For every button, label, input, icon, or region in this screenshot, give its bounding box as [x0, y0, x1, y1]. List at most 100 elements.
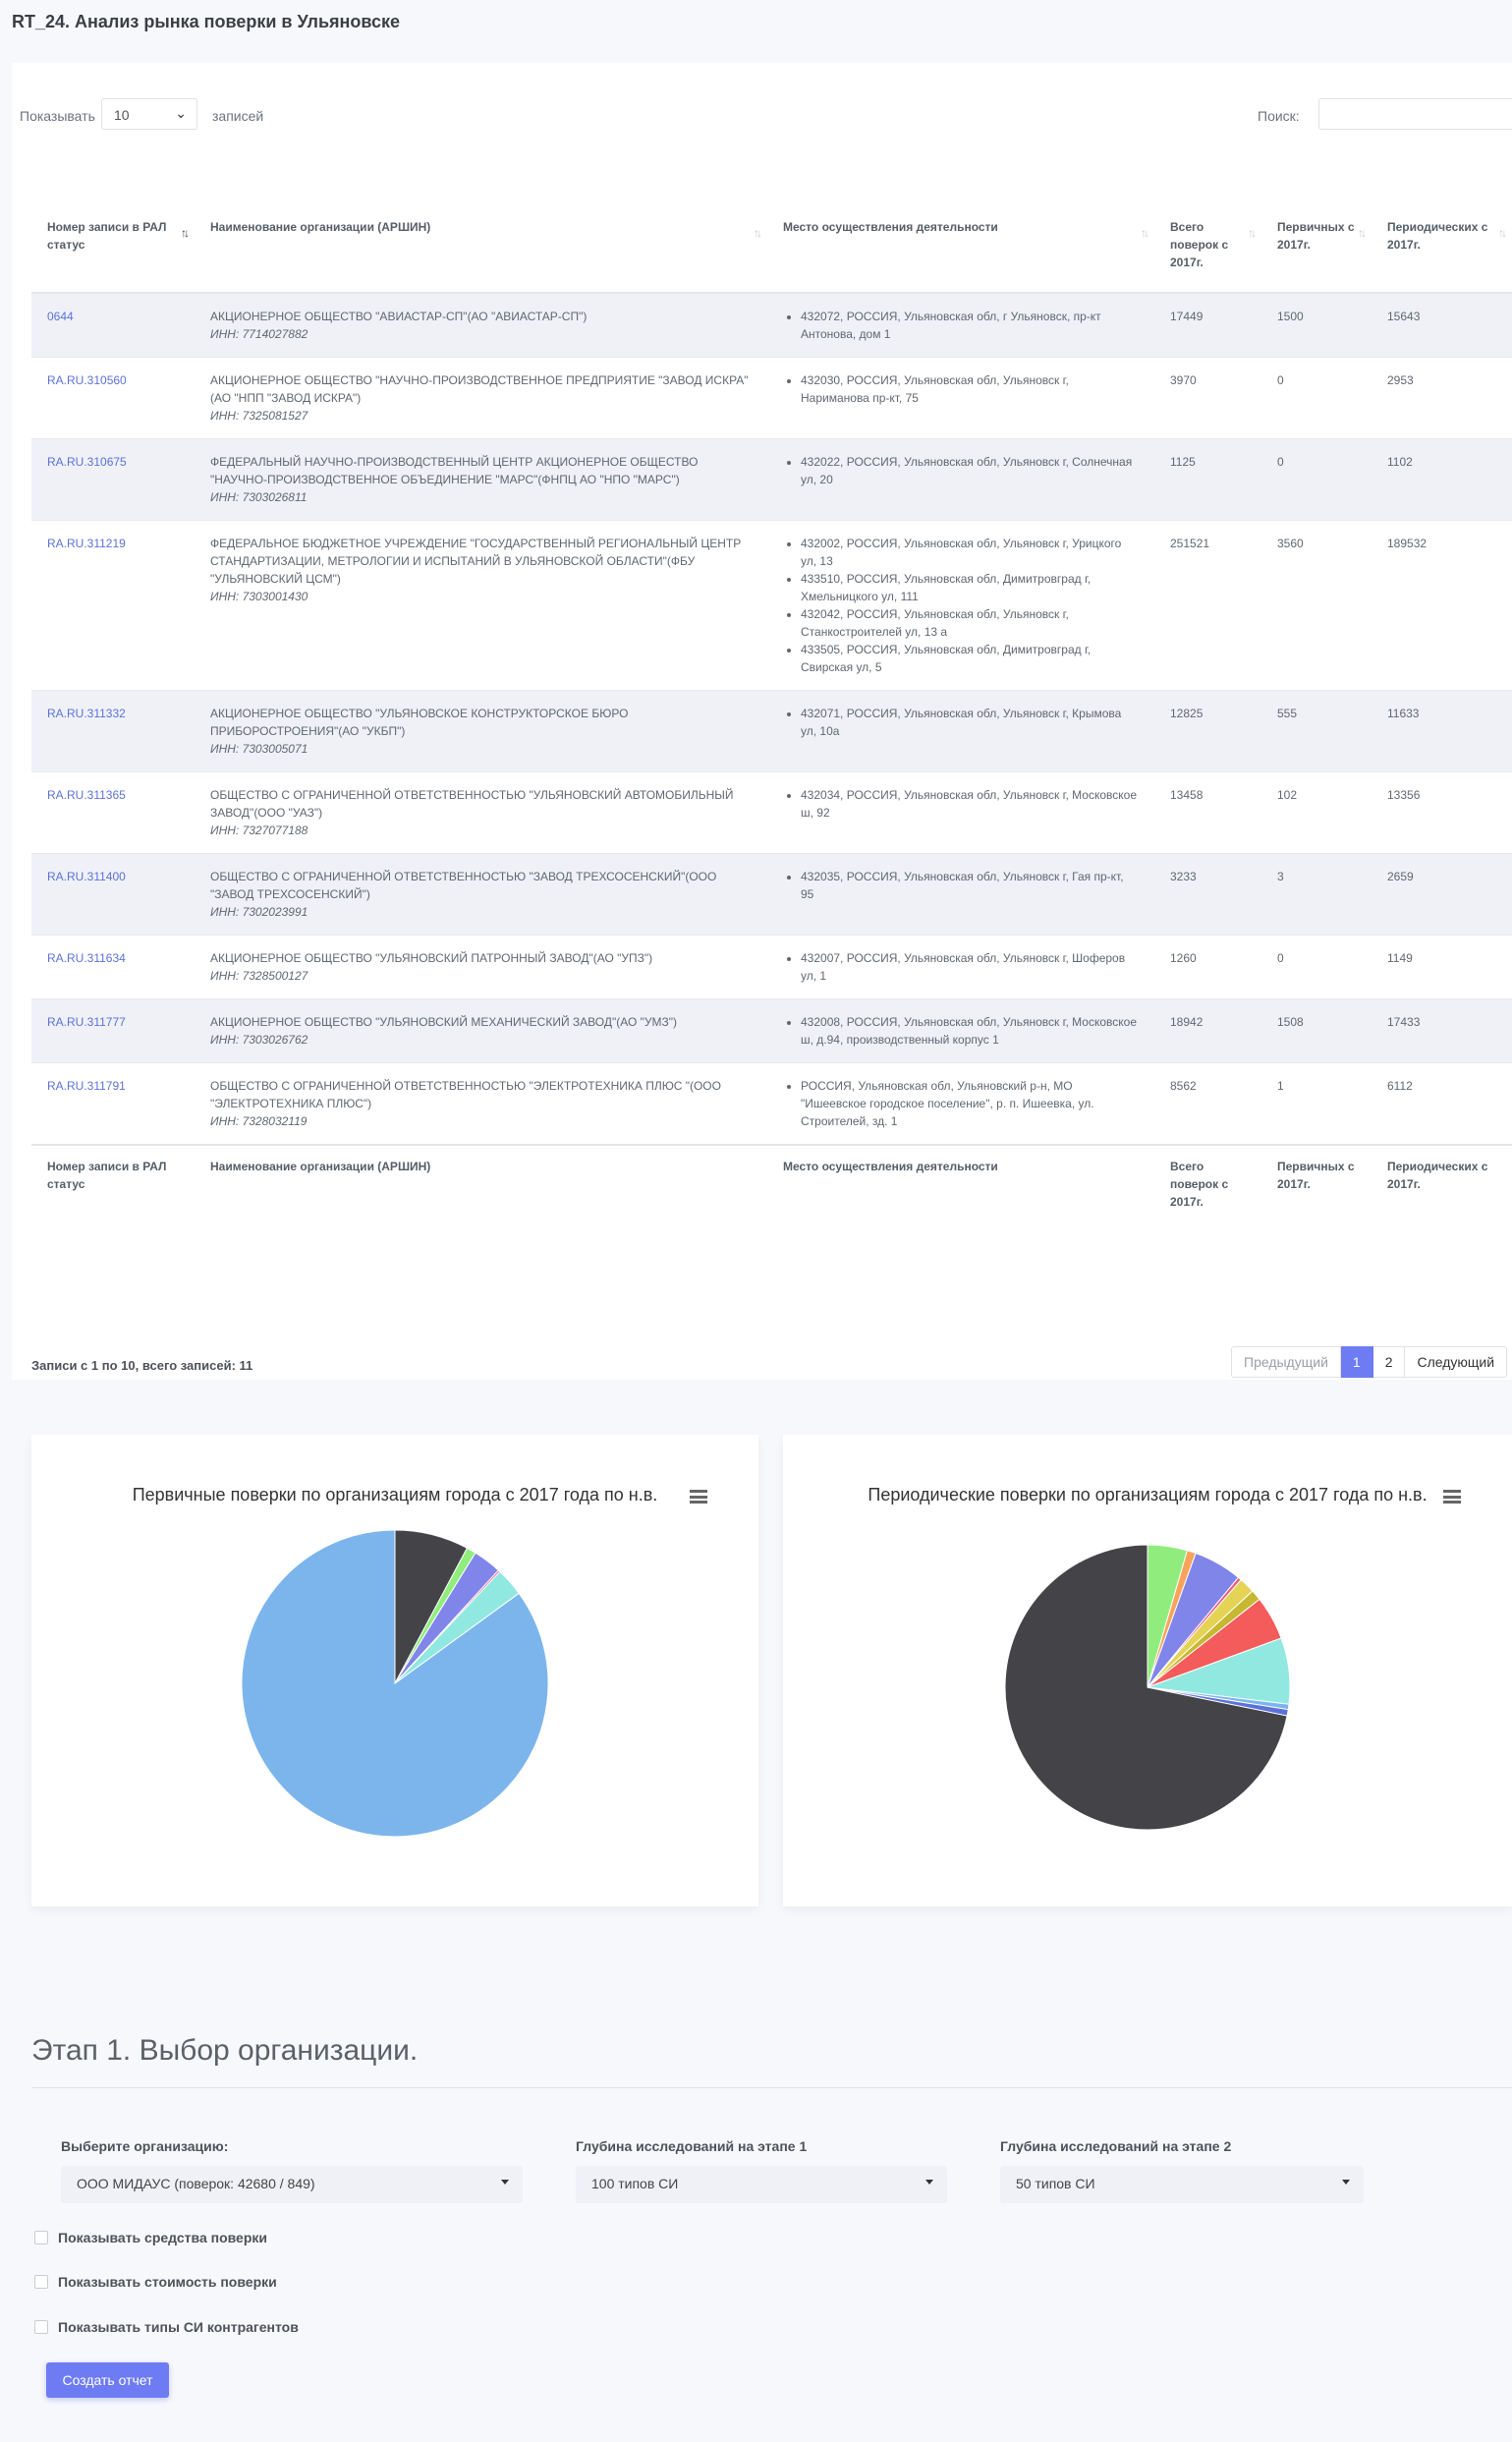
divider [31, 2087, 1512, 2088]
primary-cell: 555 [1261, 690, 1372, 772]
next-page-button[interactable]: Следующий [1405, 1346, 1508, 1378]
column-header-label: Периодических с 2017г. [1387, 1160, 1488, 1191]
places-cell: 432071, РОССИЯ, Ульяновская обл, Ульянов… [767, 690, 1154, 772]
record-link[interactable]: RA.RU.311400 [47, 870, 126, 883]
checkbox-box[interactable] [34, 2320, 48, 2334]
primary-cell: 1500 [1261, 293, 1372, 358]
places-list: 432071, РОССИЯ, Ульяновская обл, Ульянов… [783, 705, 1139, 740]
record-link[interactable]: RA.RU.311219 [47, 537, 126, 550]
place-item: 432030, РОССИЯ, Ульяновская обл, Ульянов… [801, 371, 1139, 407]
record-link[interactable]: RA.RU.311332 [47, 707, 126, 720]
pie-slice[interactable] [394, 1570, 520, 1684]
periodic-cell: 11633 [1372, 690, 1512, 772]
org-name: ОБЩЕСТВО С ОГРАНИЧЕННОЙ ОТВЕТСТВЕННОСТЬЮ… [210, 1079, 721, 1110]
periodic-cell: 2659 [1372, 853, 1512, 936]
column-header-label: Номер записи в РАЛ статус [47, 1160, 167, 1191]
total-cell: 13458 [1154, 771, 1261, 854]
column-header-label: Место осуществления деятельности [783, 1160, 998, 1173]
primary-cell: 1 [1261, 1062, 1372, 1146]
page-button-2[interactable]: 2 [1372, 1346, 1406, 1378]
depth1-select[interactable]: 100 типов СИ [576, 2166, 947, 2203]
record-link[interactable]: RA.RU.311791 [47, 1079, 126, 1093]
column-header-label: Первичных с 2017г. [1277, 220, 1355, 252]
column-header[interactable]: Всего поверок с 2017г. ↑↓ [1154, 206, 1261, 294]
places-cell: 432035, РОССИЯ, Ульяновская обл, Ульянов… [767, 853, 1154, 936]
show-si-types-checkbox[interactable]: Показывать типы СИ контрагентов [34, 2319, 299, 2335]
sort-icon: ↑↓ [1498, 226, 1507, 240]
depth2-label: Глубина исследований на этапе 2 [1000, 2138, 1232, 2154]
places-list: 432002, РОССИЯ, Ульяновская обл, Ульянов… [783, 535, 1139, 676]
column-header[interactable]: Наименование организации (АРШИН) ↑↓ [195, 206, 767, 294]
periodic-chart-title: Периодические поверки по организациям го… [868, 1485, 1428, 1505]
table-row: RA.RU.311634 АКЦИОНЕРНОЕ ОБЩЕСТВО "УЛЬЯНО… [31, 935, 1512, 999]
record-cell: RA.RU.311634 [31, 935, 195, 999]
table-info: Записи с 1 по 10, всего записей: 11 [31, 1358, 253, 1373]
periodic-cell: 2953 [1372, 357, 1512, 439]
search-input[interactable] [1318, 98, 1512, 130]
page-button-1[interactable]: 1 [1340, 1346, 1373, 1378]
record-cell: RA.RU.311219 [31, 520, 195, 691]
org-cell: АКЦИОНЕРНОЕ ОБЩЕСТВО "АВИАСТАР-СП"(АО "А… [195, 293, 767, 358]
periodic-cell: 13356 [1372, 771, 1512, 854]
primary-cell: 1508 [1261, 998, 1372, 1063]
table-row: RA.RU.311777 АКЦИОНЕРНОЕ ОБЩЕСТВО "УЛЬЯНО… [31, 998, 1512, 1063]
places-cell: 432002, РОССИЯ, Ульяновская обл, Ульянов… [767, 520, 1154, 691]
show-cost-checkbox[interactable]: Показывать стоимость поверки [34, 2274, 277, 2290]
column-header[interactable]: Периодических с 2017г. ↑↓ [1372, 206, 1512, 294]
places-cell: 432022, РОССИЯ, Ульяновская обл, Ульянов… [767, 438, 1154, 521]
table-row: RA.RU.310560 АКЦИОНЕРНОЕ ОБЩЕСТВО "НАУЧНО… [31, 357, 1512, 439]
primary-cell: 3560 [1261, 520, 1372, 691]
page-size-select[interactable]: 10 ⌄ [101, 98, 197, 130]
pie-slice[interactable] [1004, 1544, 1288, 1831]
column-header-label: Всего поверок с 2017г. [1170, 1160, 1229, 1209]
record-link[interactable]: RA.RU.311634 [47, 951, 126, 965]
table-row: 0644 АКЦИОНЕРНОЕ ОБЩЕСТВО "АВИАСТАР-СП"(А… [31, 293, 1512, 358]
checkbox-box[interactable] [34, 2275, 48, 2289]
place-item: 432035, РОССИЯ, Ульяновская обл, Ульянов… [801, 868, 1139, 903]
column-header-label: Всего поверок с 2017г. [1170, 220, 1229, 269]
table-row: RA.RU.311332 АКЦИОНЕРНОЕ ОБЩЕСТВО "УЛЬЯНО… [31, 690, 1512, 772]
checkbox-box[interactable] [34, 2231, 48, 2244]
periodic-cell: 15643 [1372, 293, 1512, 358]
places-cell: РОССИЯ, Ульяновская обл, Ульяновский р-н… [767, 1062, 1154, 1146]
column-header[interactable]: Первичных с 2017г. ↑↓ [1261, 206, 1372, 294]
org-label: Выберите организацию: [61, 2138, 229, 2154]
periodic-cell: 6112 [1372, 1062, 1512, 1146]
show-tools-checkbox[interactable]: Показывать средства поверки [34, 2230, 267, 2245]
column-header[interactable]: Номер записи в РАЛ статус ↑↓ [31, 206, 195, 294]
prev-page-button[interactable]: Предыдущий [1231, 1346, 1341, 1378]
periodic-chart-card: Периодические поверки по организациям го… [783, 1435, 1512, 1906]
place-item: 433505, РОССИЯ, Ульяновская обл, Димитро… [801, 641, 1139, 676]
checkbox-label: Показывать стоимость поверки [58, 2274, 277, 2290]
primary-cell: 0 [1261, 438, 1372, 521]
create-report-button[interactable]: Создать отчет [46, 2362, 169, 2398]
record-link[interactable]: 0644 [47, 310, 74, 323]
org-cell: ОБЩЕСТВО С ОГРАНИЧЕННОЙ ОТВЕТСТВЕННОСТЬЮ… [195, 771, 767, 854]
place-item: 432002, РОССИЯ, Ульяновская обл, Ульянов… [801, 535, 1139, 570]
org-select[interactable]: ООО МИДАУС (поверок: 42680 / 849) [61, 2166, 523, 2203]
column-header[interactable]: Место осуществления деятельности ↑↓ [767, 206, 1154, 294]
column-header: Место осуществления деятельности [767, 1144, 1154, 1229]
page-size-value: 10 [114, 107, 130, 123]
depth2-select[interactable]: 50 типов СИ [1000, 2166, 1364, 2203]
org-cell: ОБЩЕСТВО С ОГРАНИЧЕННОЙ ОТВЕТСТВЕННОСТЬЮ… [195, 1062, 767, 1146]
column-header: Периодических с 2017г. [1372, 1144, 1512, 1229]
place-item: 433510, РОССИЯ, Ульяновская обл, Димитро… [801, 570, 1139, 605]
checkbox-label: Показывать средства поверки [58, 2230, 268, 2245]
column-header: Первичных с 2017г. [1261, 1144, 1372, 1229]
table-row: RA.RU.311219 ФЕДЕРАЛЬНОЕ БЮДЖЕТНОЕ УЧРЕЖД… [31, 520, 1512, 691]
org-name: АКЦИОНЕРНОЕ ОБЩЕСТВО "УЛЬЯНОВСКИЙ МЕХАНИ… [210, 1015, 678, 1029]
table-row: RA.RU.310675 ФЕДЕРАЛЬНЫЙ НАУЧНО-ПРОИЗВОДС… [31, 438, 1512, 521]
record-link[interactable]: RA.RU.311777 [47, 1015, 126, 1029]
primary-cell: 0 [1261, 357, 1372, 439]
sort-icon: ↑↓ [1358, 226, 1367, 240]
org-cell: ОБЩЕСТВО С ОГРАНИЧЕННОЙ ОТВЕТСТВЕННОСТЬЮ… [195, 853, 767, 936]
menu-icon[interactable] [1443, 1490, 1461, 1504]
pie-slice[interactable] [1147, 1686, 1289, 1717]
places-cell: 432072, РОССИЯ, Ульяновская обл, г Ульян… [767, 293, 1154, 358]
record-link[interactable]: RA.RU.310675 [47, 455, 127, 469]
record-link[interactable]: RA.RU.310560 [47, 373, 127, 387]
record-link[interactable]: RA.RU.311365 [47, 788, 126, 802]
menu-icon[interactable] [690, 1490, 707, 1504]
org-name: ОБЩЕСТВО С ОГРАНИЧЕННОЙ ОТВЕТСТВЕННОСТЬЮ… [210, 788, 734, 820]
